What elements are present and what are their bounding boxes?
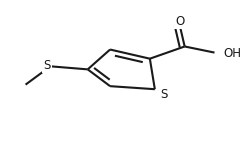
Text: OH: OH: [223, 47, 241, 60]
Text: S: S: [160, 88, 167, 101]
Text: O: O: [175, 15, 184, 28]
Text: S: S: [43, 59, 51, 72]
